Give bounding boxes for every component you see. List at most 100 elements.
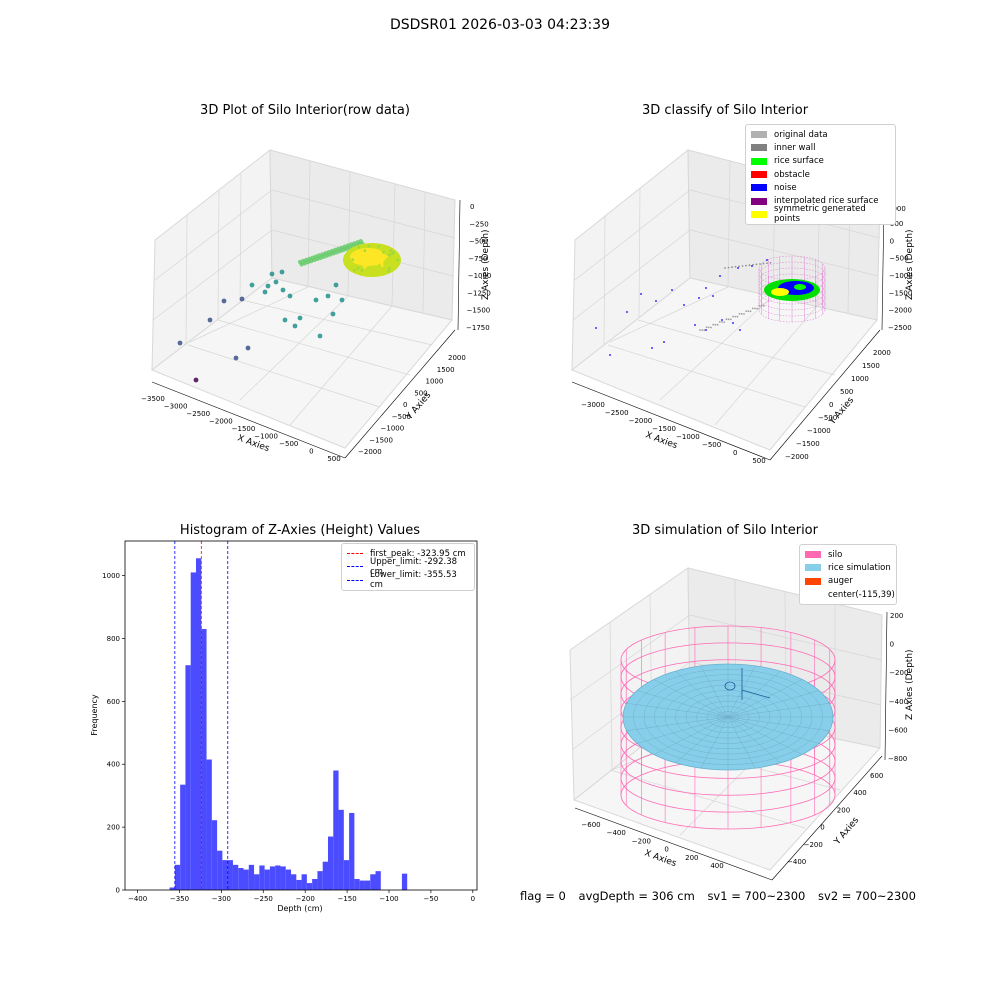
legend-entry: noise <box>751 181 890 194</box>
classify-original-point <box>748 264 751 267</box>
raw-data-point <box>315 256 320 262</box>
histogram-x-tick-label: −100 <box>379 895 398 903</box>
raw-data-point <box>245 345 251 351</box>
rice-simulation-mesh <box>727 670 781 718</box>
histogram-bar <box>232 864 239 890</box>
histogram-bar <box>333 770 339 890</box>
simulation-axis-ticks: −600 −400 −200 0 200 400 −400 −200 0 200 400 600 200… <box>581 612 908 870</box>
raw-data-point <box>309 259 314 264</box>
classify-noise-point <box>732 322 734 324</box>
sim-y-tick-label: −200 <box>804 841 823 849</box>
raw-surface-point <box>396 258 399 262</box>
raw-axis-ticks: −3500−3000−2500−2000−1500−1000−5000500−2… <box>141 203 491 463</box>
classify-original-point <box>731 266 733 269</box>
classify-noise-point <box>721 319 723 321</box>
raw-z-tick-label: −500 <box>469 238 488 246</box>
raw-data-point <box>299 262 304 267</box>
legend-label: auger <box>828 576 853 587</box>
raw-surface-point <box>388 267 391 270</box>
cls-x-tick-label: −2000 <box>629 417 653 425</box>
raw-surface-point <box>377 245 381 248</box>
cls-x-tick-label: 0 <box>733 449 737 457</box>
raw-data-point <box>321 254 327 259</box>
raw-data-point <box>325 253 330 258</box>
histogram-bar <box>243 869 249 890</box>
rice-simulation-mesh <box>727 716 756 769</box>
legend-label: inner wall <box>774 142 816 153</box>
sv1-status: sv1 = 700~2300 <box>707 889 806 903</box>
raw-surface-point <box>373 255 377 258</box>
histogram-bar <box>185 665 191 890</box>
raw-data-point <box>330 311 336 317</box>
raw-x-tick-label: −3500 <box>141 395 165 403</box>
sim-z-tick-label: −400 <box>889 698 908 706</box>
classify-noise-point <box>719 275 721 277</box>
legend-swatch <box>347 553 363 555</box>
sim-y-tick-label: −400 <box>787 858 806 866</box>
classify-original-point <box>734 315 737 318</box>
legend-entry: rice surface <box>751 155 890 168</box>
flag-status: flag = 0 <box>520 889 566 903</box>
classify-original-point <box>724 267 726 269</box>
raw-x-tick-label: −2000 <box>209 418 233 426</box>
histogram-bar <box>401 873 408 890</box>
classify-noise-point <box>712 295 714 297</box>
cls-y-tick-label: −1000 <box>807 427 831 435</box>
sim-y-tick-label: 200 <box>837 806 850 814</box>
classify-original-point <box>749 310 752 313</box>
classify-original-point <box>725 318 728 321</box>
raw-surface-point <box>360 252 364 256</box>
histogram-bar <box>359 880 365 890</box>
raw-surface-point <box>380 261 384 265</box>
rice-simulation-mesh <box>727 716 819 744</box>
rice-simulation-mesh <box>700 716 729 769</box>
histogram-x-tick-label: −300 <box>212 895 231 903</box>
rice-simulation-mesh <box>637 716 729 744</box>
cls-x-tick-label: 500 <box>752 457 765 465</box>
classify-original-point <box>699 329 701 331</box>
raw-data-point <box>265 283 271 289</box>
raw-surface-point <box>360 269 364 272</box>
cls-z-tick-label: −1000 <box>889 272 913 280</box>
raw-y-tick-label: 0 <box>403 401 407 409</box>
histogram-bar <box>291 874 297 890</box>
histogram-x-tick-label: −200 <box>296 895 315 903</box>
sim-x-tick-label: −400 <box>607 829 626 837</box>
classify-plot-title: 3D classify of Silo Interior <box>641 103 809 118</box>
raw-data-point <box>279 269 285 275</box>
histogram-bar <box>174 864 181 890</box>
histogram-x-label: Depth (cm) <box>277 904 322 913</box>
raw-surface-point <box>354 261 358 264</box>
raw-surface-point <box>385 255 388 258</box>
legend-swatch <box>751 131 767 139</box>
classify-original-point <box>736 315 739 318</box>
histogram-plot-area <box>125 541 477 890</box>
raw-y-tick-label: 2000 <box>448 354 466 362</box>
classify-noise-point <box>640 293 642 295</box>
raw-surface-point <box>369 250 373 254</box>
rice-simulation-mesh <box>727 716 830 731</box>
histogram-y-tick-label: 800 <box>107 635 120 643</box>
rice-simulation-mesh <box>700 665 729 718</box>
raw-y-tick-label: −500 <box>392 413 411 421</box>
rice-simulation-mesh <box>653 716 729 755</box>
raw-data-point <box>318 255 323 260</box>
raw-data-point <box>305 260 311 265</box>
classify-noise-point <box>705 329 707 331</box>
classify-z-label: Z Axies (Depth) <box>905 229 915 300</box>
legend-entry: interpolated rice surface <box>751 194 890 207</box>
sim-x-tick-label: −600 <box>581 821 600 829</box>
raw-surface-point <box>377 258 381 262</box>
classify-noise-point <box>683 304 685 306</box>
raw-data-point <box>221 298 227 304</box>
sim-x-tick-label: 200 <box>685 854 698 862</box>
simulation-x-label: X Axies <box>643 848 678 869</box>
cls-z-tick-label: −2000 <box>888 307 912 315</box>
histogram-bar <box>206 759 212 890</box>
raw-x-tick-label: −2500 <box>186 410 210 418</box>
auger-arm <box>741 689 771 699</box>
histogram-x-tick-label: −350 <box>170 895 189 903</box>
legend-label: Lower_limit: -355.53 cm <box>370 570 457 591</box>
raw-scatter-points <box>177 239 401 383</box>
raw-surface-point <box>363 249 367 253</box>
